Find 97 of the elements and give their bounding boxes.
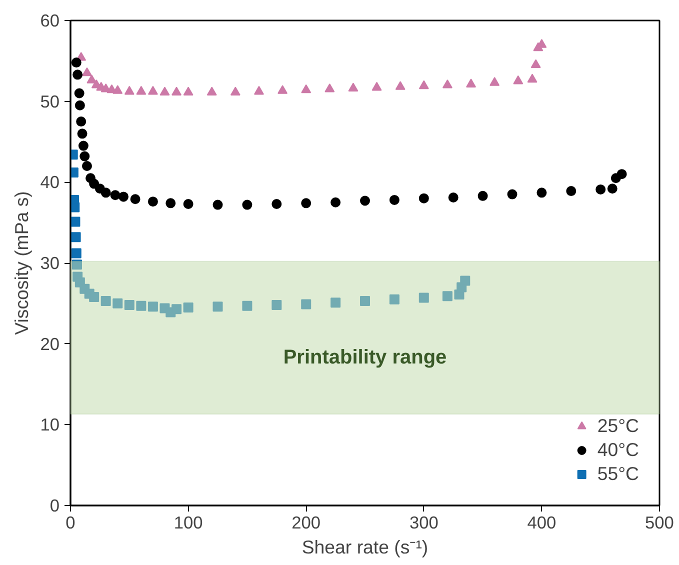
x-tick-label: 100 — [174, 512, 203, 532]
point — [418, 80, 429, 90]
point — [160, 86, 170, 96]
point — [301, 84, 312, 94]
x-tick-label: 500 — [645, 512, 674, 532]
point — [70, 232, 81, 242]
point — [212, 302, 223, 312]
point — [418, 292, 429, 303]
y-tick-label: 20 — [40, 334, 60, 354]
point — [77, 128, 88, 139]
point — [72, 70, 83, 80]
point — [71, 248, 82, 258]
point — [460, 276, 470, 286]
point — [230, 86, 240, 96]
point — [82, 161, 92, 171]
y-tick-label: 50 — [40, 91, 60, 112]
point — [118, 192, 129, 202]
point — [172, 304, 182, 314]
y-tick-label: 30 — [40, 253, 60, 273]
point — [110, 190, 120, 200]
x-tick-label: 400 — [527, 512, 556, 532]
point — [448, 192, 458, 203]
point — [172, 86, 182, 96]
point — [89, 292, 100, 302]
point — [124, 300, 134, 310]
point — [82, 67, 92, 76]
point — [301, 198, 312, 208]
point — [272, 199, 282, 209]
point — [536, 188, 547, 198]
point — [136, 86, 146, 95]
point — [360, 296, 370, 306]
point — [76, 116, 86, 127]
x-tick-label: 200 — [292, 512, 321, 532]
point — [242, 200, 252, 210]
point — [607, 184, 618, 194]
point — [566, 186, 576, 196]
point — [348, 82, 358, 92]
point — [78, 140, 88, 151]
point — [100, 296, 111, 306]
y-tick-label: 10 — [40, 414, 60, 435]
legend-label: 25°C — [597, 415, 639, 437]
point — [389, 194, 400, 205]
point — [71, 58, 82, 68]
point — [148, 302, 158, 312]
point — [112, 298, 123, 308]
point — [324, 84, 335, 92]
point — [112, 85, 123, 94]
point — [527, 74, 538, 83]
point — [100, 188, 111, 198]
x-tick-label: 0 — [66, 512, 76, 532]
point — [80, 151, 90, 162]
x-axis-title: Shear rate (s⁻¹) — [302, 536, 428, 558]
band-label: Printability range — [283, 346, 447, 368]
point — [530, 59, 541, 68]
point — [418, 193, 429, 204]
point — [86, 74, 97, 84]
point — [148, 196, 158, 207]
point — [513, 75, 524, 84]
point — [148, 86, 158, 95]
point — [278, 85, 288, 94]
point — [254, 86, 264, 95]
point — [442, 79, 452, 88]
point — [242, 300, 252, 311]
legend-label: 55°C — [597, 463, 639, 485]
point — [166, 198, 176, 208]
point — [616, 169, 627, 180]
point — [360, 196, 370, 206]
point — [478, 190, 488, 201]
point — [124, 86, 134, 95]
point — [130, 194, 140, 204]
point — [507, 189, 518, 200]
point — [330, 197, 341, 208]
point — [490, 77, 500, 86]
y-tick-label: 40 — [40, 172, 60, 192]
point — [72, 260, 82, 270]
x-tick-label: 300 — [409, 512, 438, 532]
point — [466, 78, 476, 88]
point — [74, 88, 84, 98]
point — [183, 86, 194, 96]
point — [330, 298, 341, 308]
point — [372, 82, 382, 91]
point — [389, 294, 400, 304]
y-tick-label: 60 — [40, 10, 60, 30]
point — [272, 300, 282, 310]
y-axis-title: Viscosity (mPa s) — [11, 191, 32, 335]
point — [136, 300, 146, 311]
point — [395, 81, 406, 90]
point — [301, 299, 312, 310]
point — [74, 100, 85, 110]
point — [212, 200, 223, 210]
point — [442, 291, 452, 302]
point — [596, 184, 606, 194]
y-tick-label: 0 — [50, 496, 60, 516]
legend-label: 40°C — [597, 439, 639, 461]
point — [183, 199, 194, 209]
point — [183, 302, 194, 312]
point — [206, 86, 217, 96]
